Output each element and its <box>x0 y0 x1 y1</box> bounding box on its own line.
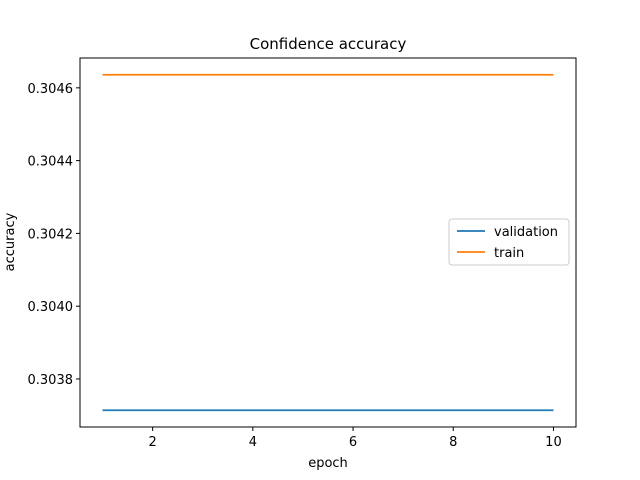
y-tick-label: 0.3038 <box>28 373 74 388</box>
x-axis-ticks: 2 4 6 8 10 <box>149 427 562 450</box>
legend: validation train <box>448 218 570 266</box>
y-tick-label: 0.3042 <box>28 227 74 242</box>
y-tick-label: 0.3044 <box>28 155 74 170</box>
legend-label-validation: validation <box>494 225 558 240</box>
plot-area <box>102 73 554 412</box>
x-axis-label: epoch <box>308 456 348 471</box>
x-tick-label: 6 <box>349 435 357 450</box>
y-axis-ticks: 0.3038 0.3040 0.3042 0.3044 0.3046 <box>28 82 80 388</box>
axes-frame <box>79 57 577 428</box>
y-axis-label: accuracy <box>3 212 18 271</box>
legend-label-train: train <box>494 246 524 261</box>
chart-title: Confidence accuracy <box>250 35 407 53</box>
x-tick-label: 4 <box>249 435 257 450</box>
y-tick-label: 0.3040 <box>28 300 74 315</box>
x-tick-label: 10 <box>545 435 562 450</box>
x-tick-label: 8 <box>449 435 457 450</box>
y-tick-label: 0.3046 <box>28 82 74 97</box>
x-tick-label: 2 <box>149 435 157 450</box>
